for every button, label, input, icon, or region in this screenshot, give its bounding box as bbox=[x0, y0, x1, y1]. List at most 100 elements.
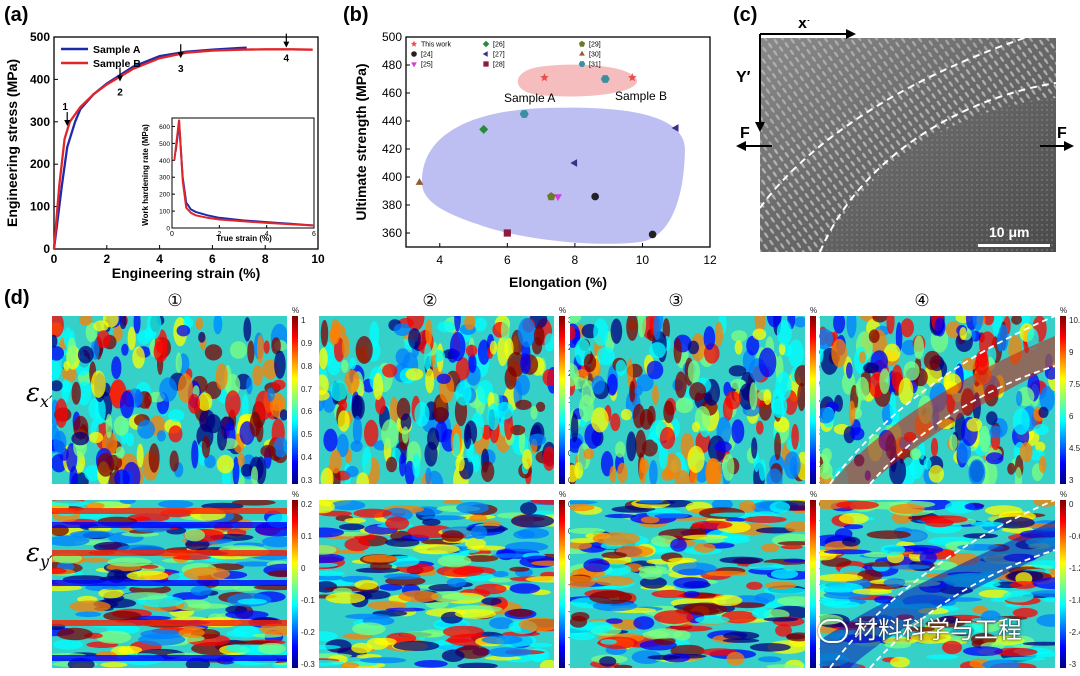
panel-b-ytick-label: 400 bbox=[382, 170, 402, 184]
panel-a-xtick-label: 8 bbox=[262, 252, 269, 266]
colorbar-unit: % bbox=[1060, 490, 1068, 499]
panel-b-xlabel: Elongation (%) bbox=[509, 274, 607, 290]
inset-xtick-label: 2 bbox=[217, 231, 221, 238]
data-point-this-work bbox=[628, 73, 637, 82]
panel-a-xtick-label: 10 bbox=[311, 252, 325, 266]
colorbar-tick-label: 0.7 bbox=[301, 384, 313, 394]
colorbar-5 bbox=[292, 500, 298, 668]
panel-c-label: (c) bbox=[733, 4, 758, 26]
colorbar-tick-label: 1 bbox=[301, 316, 306, 325]
colorbar-tick-label: -3 bbox=[1069, 660, 1077, 669]
legend-label: [27] bbox=[493, 52, 505, 59]
panel-a-ytick-label: 200 bbox=[30, 157, 50, 171]
colorbar-tick-label: 0.5 bbox=[301, 430, 313, 440]
colorbar-tick-label: 0.2 bbox=[301, 500, 313, 509]
x-axis-arrowhead bbox=[846, 29, 856, 39]
colorbar-tick-label: -0.6 bbox=[1069, 532, 1080, 541]
row-label-exx-symbol: ε bbox=[26, 378, 40, 408]
inset-ytick-label: 100 bbox=[159, 209, 170, 216]
strain-map-eyy-4 bbox=[820, 500, 1055, 668]
panel-b-ytick-label: 360 bbox=[382, 226, 402, 240]
panel-b-ytick-label: 500 bbox=[382, 30, 402, 44]
strain-map-exx-1 bbox=[52, 316, 287, 484]
colorbar-tick-label: 10.5 bbox=[1069, 316, 1080, 325]
data-point-this-work bbox=[540, 73, 549, 82]
data-point-25 bbox=[554, 194, 562, 202]
panel-b-ylabel: Ultimate strength (MPa) bbox=[353, 63, 369, 220]
marker-arrowhead-2 bbox=[117, 75, 123, 82]
panel-a-ytick-label: 500 bbox=[30, 30, 50, 44]
colorbar-tick-label: 0.6 bbox=[301, 407, 313, 417]
panel-c-micrograph: 10 μm bbox=[760, 38, 1056, 252]
panel-b-ytick-label: 460 bbox=[382, 86, 402, 100]
data-point-27 bbox=[570, 159, 578, 167]
panel-b-xtick-label: 6 bbox=[504, 253, 511, 267]
marker-label-2: 2 bbox=[117, 88, 123, 99]
panel-a-xtick-label: 2 bbox=[103, 252, 110, 266]
region-literature bbox=[421, 107, 685, 244]
colorbar-7 bbox=[810, 500, 816, 668]
panel-a-ytick-label: 0 bbox=[43, 242, 50, 256]
colorbar-tick-label: 0 bbox=[1069, 500, 1074, 509]
marker-label-4: 4 bbox=[284, 54, 290, 65]
colorbar-unit: % bbox=[1060, 306, 1068, 315]
row-label-eyy: εy′ bbox=[26, 538, 53, 571]
legend-marker-28 bbox=[483, 61, 489, 67]
panel-a-xtick-label: 0 bbox=[51, 252, 58, 266]
column-header-2: ② bbox=[422, 291, 438, 311]
scale-bar-label: 10 μm bbox=[989, 224, 1030, 240]
strain-map-eyy-2 bbox=[319, 500, 554, 668]
colorbar-2 bbox=[559, 316, 565, 484]
inset-ytick-label: 600 bbox=[159, 124, 170, 131]
legend-label: [24] bbox=[421, 52, 433, 59]
colorbar-unit: % bbox=[810, 306, 818, 315]
curve-sample-b bbox=[52, 48, 313, 250]
data-point-27 bbox=[671, 124, 679, 132]
panel-b-xtick-label: 8 bbox=[572, 253, 579, 267]
colorbar-unit: % bbox=[559, 490, 567, 499]
panel-c-axes: x′ Y′ F F bbox=[736, 20, 1074, 151]
label-sample-a: Sample A bbox=[504, 91, 555, 105]
colorbar-unit: % bbox=[292, 490, 300, 499]
column-header-1: ① bbox=[167, 291, 183, 311]
boundary-line-lower bbox=[819, 82, 1056, 252]
inset-xtick-label: 0 bbox=[170, 231, 174, 238]
column-header-4: ④ bbox=[914, 291, 930, 311]
panel-a-ytick-label: 400 bbox=[30, 72, 50, 86]
colorbar-tick-label: 9 bbox=[1069, 348, 1074, 357]
panel-b-xtick-label: 4 bbox=[436, 253, 443, 267]
colorbar-tick-label: 7.5 bbox=[1069, 380, 1080, 389]
micrograph-image bbox=[760, 38, 1056, 252]
panel-b-ytick-label: 440 bbox=[382, 114, 402, 128]
legend-marker-29 bbox=[578, 40, 586, 47]
panel-b-ytick-label: 480 bbox=[382, 58, 402, 72]
marker-arrowhead-4 bbox=[283, 41, 290, 48]
legend-marker-26 bbox=[482, 40, 490, 48]
watermark-text: 材料科学与工程 bbox=[818, 610, 1022, 645]
legend-label-sample-b: Sample B bbox=[93, 58, 141, 70]
legend-marker-24 bbox=[411, 51, 417, 57]
force-right-arrowhead bbox=[1064, 141, 1074, 151]
inset-ytick-label: 500 bbox=[159, 141, 170, 148]
panel-a-ytick-label: 300 bbox=[30, 115, 50, 129]
inset-ylabel: Work hardening rate (MPa) bbox=[141, 124, 150, 226]
colorbar-tick-label: -2.4 bbox=[1069, 628, 1080, 637]
legend-marker-27 bbox=[482, 51, 488, 57]
region-this-work bbox=[517, 64, 638, 97]
panel-a-frame bbox=[53, 36, 319, 250]
panel-b-xtick-label: 12 bbox=[703, 253, 717, 267]
row-label-eyy-symbol: ε bbox=[26, 538, 40, 568]
colorbar-4 bbox=[1060, 316, 1066, 484]
legend-label: [26] bbox=[493, 42, 505, 49]
colorbar-tick-label: -0.2 bbox=[301, 628, 315, 637]
legend-label: [31] bbox=[589, 62, 601, 69]
legend-marker-30 bbox=[579, 50, 585, 56]
colorbar-6 bbox=[559, 500, 565, 668]
legend-label: [28] bbox=[493, 62, 505, 69]
panel-b-ytick-label: 380 bbox=[382, 198, 402, 212]
panel-a-ylabel: Engineering stress (MPa) bbox=[4, 59, 20, 227]
label-sample-b: Sample B bbox=[615, 89, 667, 103]
marker-arrowhead-3 bbox=[177, 52, 184, 59]
colorbar-unit: % bbox=[810, 490, 818, 499]
